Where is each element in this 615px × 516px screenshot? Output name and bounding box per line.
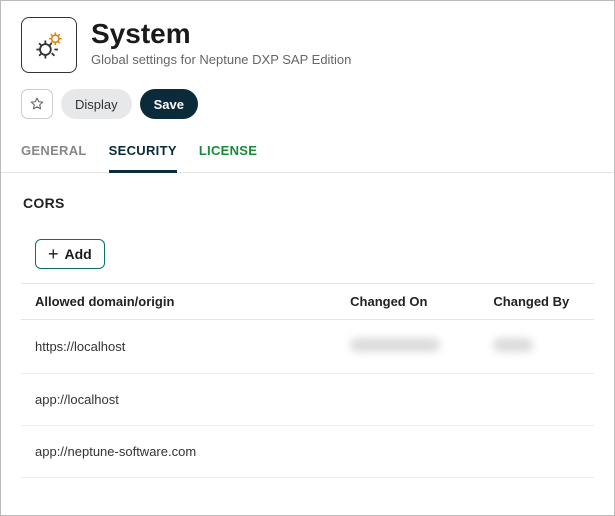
page-title: System — [91, 19, 351, 50]
system-logo — [21, 17, 77, 73]
table-row[interactable]: app://localhost — [21, 374, 594, 426]
cors-table: Allowed domain/origin Changed On Changed… — [21, 283, 594, 478]
page-header: System Global settings for Neptune DXP S… — [1, 1, 614, 81]
col-changed-on: Changed On — [336, 284, 479, 320]
table-row[interactable]: app://neptune-software.com — [21, 426, 594, 478]
cell-origin: https://localhost — [21, 320, 336, 374]
tab-general[interactable]: GENERAL — [21, 133, 87, 173]
tab-security[interactable]: SECURITY — [109, 133, 177, 173]
page-subtitle: Global settings for Neptune DXP SAP Edit… — [91, 52, 351, 67]
add-button-label: Add — [65, 246, 92, 262]
double-gear-icon — [31, 27, 67, 63]
cell-changed-by — [479, 426, 594, 478]
star-icon — [29, 96, 45, 112]
save-button[interactable]: Save — [140, 89, 198, 119]
redacted-value — [350, 338, 440, 352]
cell-changed-on — [336, 426, 479, 478]
cell-origin: app://neptune-software.com — [21, 426, 336, 478]
cell-changed-by — [479, 320, 594, 374]
redacted-value — [493, 338, 533, 352]
col-changed-by: Changed By — [479, 284, 594, 320]
display-button[interactable]: Display — [61, 89, 132, 119]
toolbar: Display Save — [1, 81, 614, 133]
favorite-button[interactable] — [21, 89, 53, 119]
cell-changed-by — [479, 374, 594, 426]
table-row[interactable]: https://localhost — [21, 320, 594, 374]
tabs: GENERAL SECURITY LICENSE — [1, 133, 614, 173]
cell-changed-on — [336, 320, 479, 374]
plus-icon: + — [48, 245, 59, 263]
title-block: System Global settings for Neptune DXP S… — [91, 17, 351, 67]
cors-section-title: CORS — [23, 195, 594, 211]
add-origin-button[interactable]: + Add — [35, 239, 105, 269]
cell-changed-on — [336, 374, 479, 426]
security-content: CORS + Add Allowed domain/origin Changed… — [1, 173, 614, 478]
col-allowed-origin: Allowed domain/origin — [21, 284, 336, 320]
cell-origin: app://localhost — [21, 374, 336, 426]
cors-table-header-row: Allowed domain/origin Changed On Changed… — [21, 284, 594, 320]
tab-license[interactable]: LICENSE — [199, 133, 257, 173]
